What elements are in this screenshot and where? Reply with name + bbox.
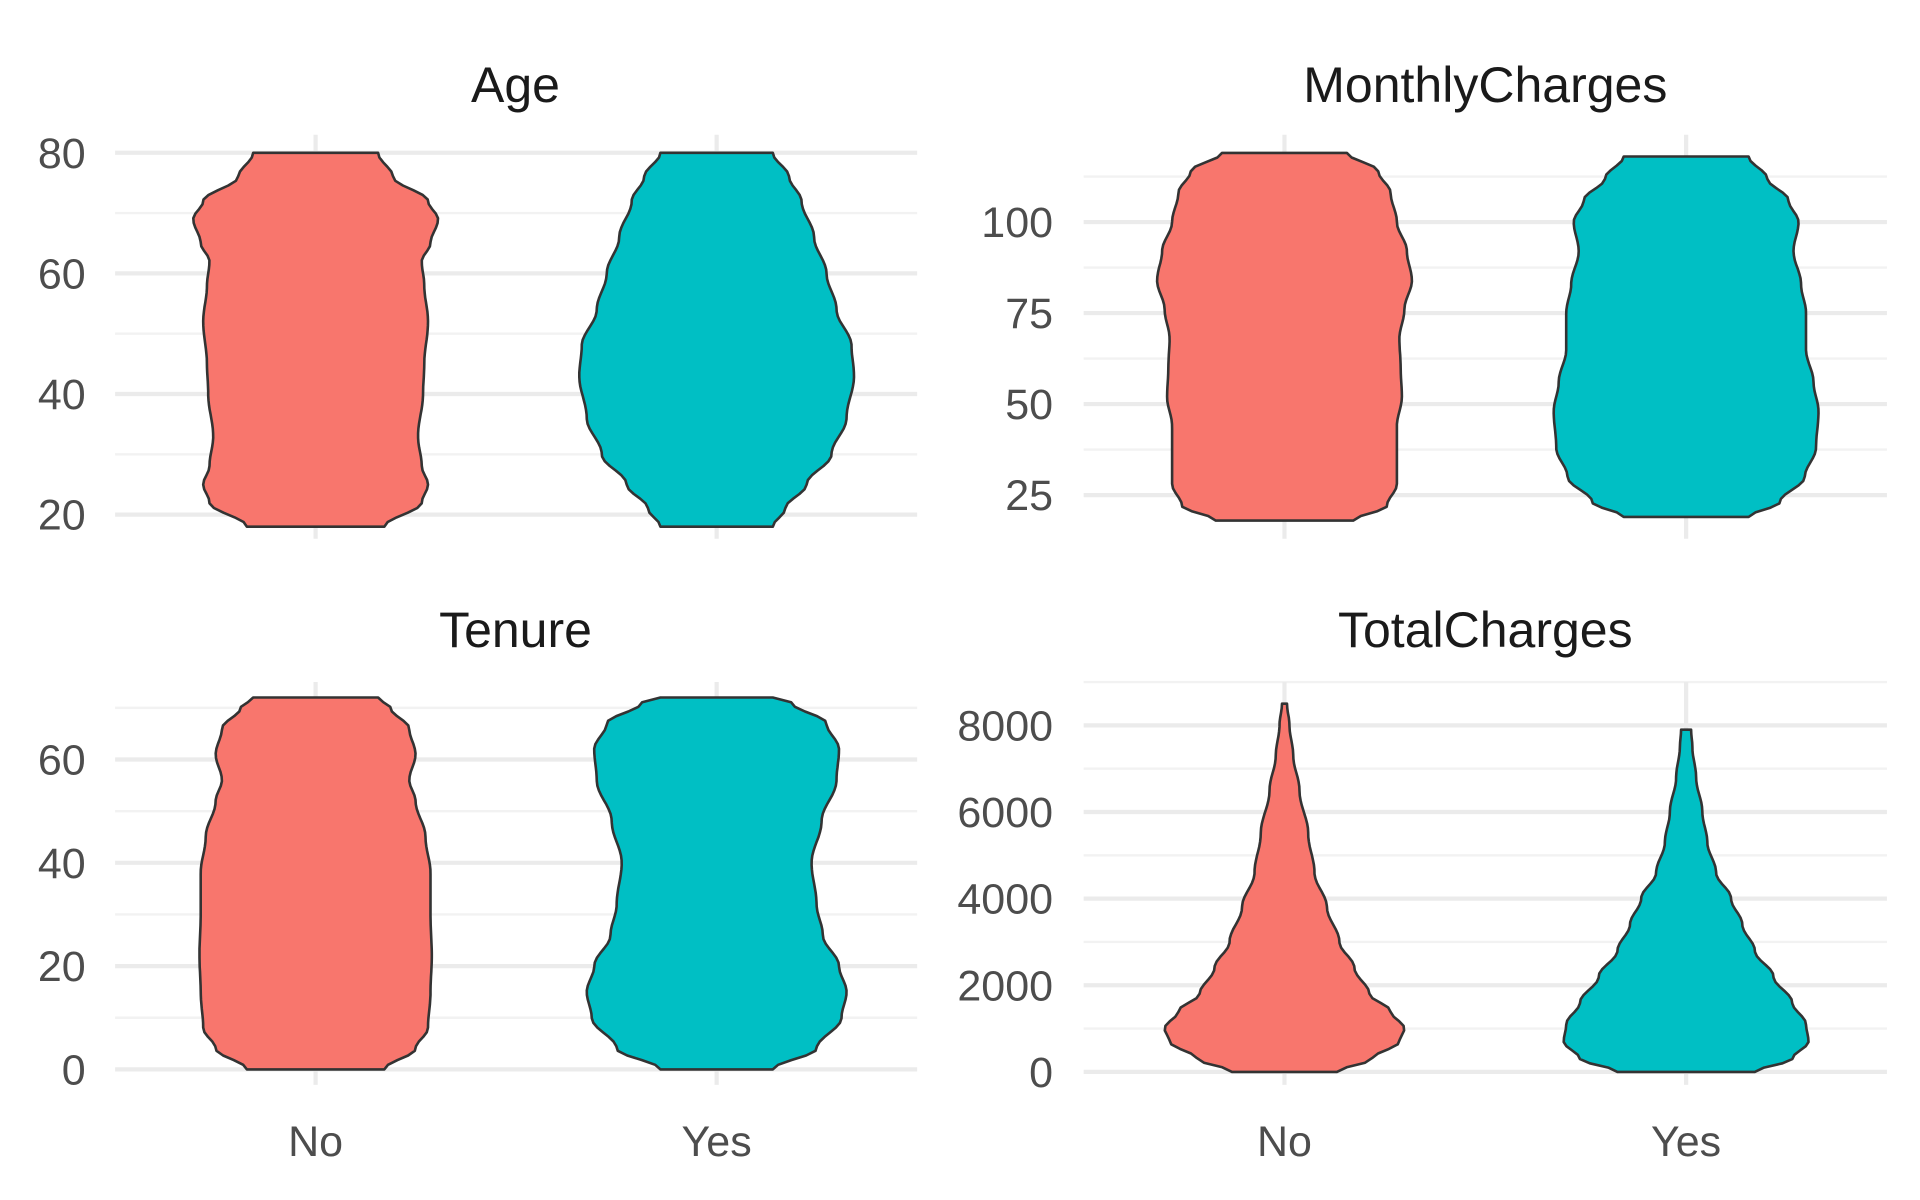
violin-totalcharges-no [1163,702,1406,1074]
violin-monthlycharges-no [1155,151,1414,522]
y-tick-label: 2000 [957,962,1053,1010]
panel-tenure: Tenure 0 20 40 60 No Yes [38,602,918,1166]
panel-age: Age 20 40 60 80 [38,57,918,540]
y-tick-label: 20 [38,492,86,540]
y-tick-label: 60 [38,250,86,298]
y-tick-label: 60 [38,737,86,785]
panel-title: MonthlyCharges [1303,57,1667,113]
y-tick-label: 4000 [957,876,1053,924]
y-tick-label: 100 [981,199,1053,247]
violin-age-yes [578,151,856,528]
y-tick-label: 25 [1005,472,1053,520]
panel-title: Tenure [439,602,592,658]
x-tick-label: No [1257,1118,1312,1166]
y-tick-label: 20 [38,943,86,991]
violin-totalcharges-yes [1562,728,1810,1074]
y-tick-label: 40 [38,371,86,419]
x-tick-label: Yes [1651,1118,1721,1166]
y-tick-label: 0 [1029,1049,1053,1097]
x-tick-label: No [288,1118,343,1166]
x-tick-label: Yes [682,1118,752,1166]
panel-title: Age [471,57,560,113]
y-tick-label: 8000 [957,702,1053,750]
y-tick-label: 80 [38,130,86,178]
violin-age-no [192,151,440,528]
panel-totalcharges: TotalCharges 0 2000 4000 6000 8000 No Yes [957,602,1887,1166]
panel-title: TotalCharges [1338,602,1633,658]
violin-tenure-no [198,696,434,1071]
y-tick-label: 75 [1005,290,1053,338]
y-tick-label: 50 [1005,381,1053,429]
panel-monthlycharges: MonthlyCharges 25 50 75 100 [981,57,1887,539]
y-tick-label: 0 [62,1046,86,1094]
violin-monthlycharges-yes [1552,155,1820,519]
y-tick-label: 6000 [957,789,1053,837]
y-tick-label: 40 [38,840,86,888]
violin-tenure-yes [585,696,848,1071]
